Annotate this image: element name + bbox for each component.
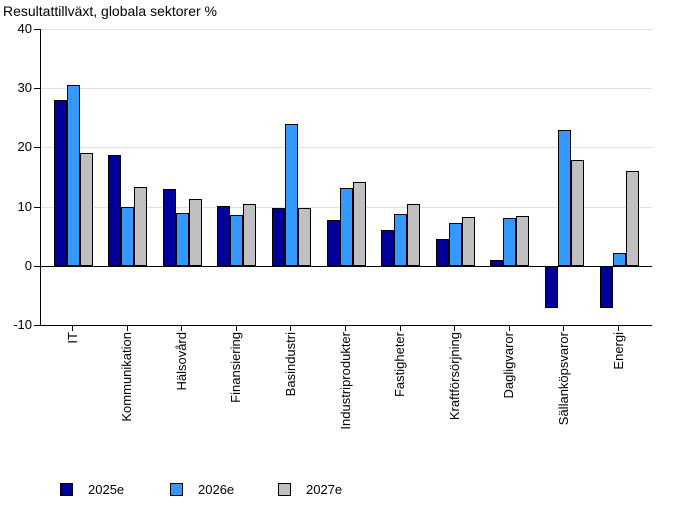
gridline-40 <box>41 29 652 30</box>
legend-label-2026e: 2026e <box>198 482 235 497</box>
legend-label-2027e: 2027e <box>306 482 343 497</box>
bar-2027e-Hälsovård <box>188 198 202 266</box>
y-tick-20 <box>34 147 40 149</box>
x-tick-Hälsovård <box>181 326 183 331</box>
legend-swatch-2026e <box>170 483 183 496</box>
bar-2026e-Basindustri <box>284 123 298 266</box>
x-tick-Kommunikation <box>126 326 128 331</box>
x-label-Dagligvaror: Dagligvaror <box>501 332 517 399</box>
bar-2026e-Industriprodukter <box>339 187 353 266</box>
legend-swatch-2027e <box>278 483 291 496</box>
bar-2025e-IT <box>53 100 67 266</box>
bar-2025e-Finansiering <box>217 206 231 266</box>
bar-2025e-Basindustri <box>271 208 285 266</box>
y-tick-label-40: 40 <box>17 21 32 36</box>
zero-line <box>41 265 652 267</box>
bar-2025e-Hälsovård <box>162 188 176 266</box>
x-tick-Fastigheter <box>399 326 401 331</box>
x-label-Basindustri: Basindustri <box>282 332 298 397</box>
x-label-Hälsovård: Hälsovård <box>173 332 189 391</box>
bar-2026e-Kommunikation <box>121 206 135 266</box>
bar-2026e-Dagligvaror <box>503 218 517 266</box>
bar-2027e-Industriprodukter <box>352 182 366 266</box>
x-tick-Industriprodukter <box>345 326 346 331</box>
chart-title: Resultattillväxt, globala sektorer % <box>3 3 217 19</box>
y-tick-label-0: 0 <box>24 257 32 273</box>
bar-2027e-Finansiering <box>243 203 257 266</box>
bar-2025e-Sällanköpsvaror <box>544 265 558 308</box>
y-tick-40 <box>34 29 40 30</box>
bar-2026e-Fastigheter <box>394 214 408 266</box>
bar-2026e-Kraftförsörjning <box>448 223 462 266</box>
x-label-Sällanköpsvaror: Sällanköpsvaror <box>555 332 571 426</box>
legend-swatch-2025e <box>60 483 73 496</box>
gridline-30 <box>41 88 652 90</box>
x-tick-Sällanköpsvaror <box>563 326 565 331</box>
y-tick-label-30: 30 <box>17 80 32 96</box>
y-tick-10 <box>34 206 40 208</box>
bar-2025e-Industriprodukter <box>326 219 340 266</box>
x-tick-Dagligvaror <box>508 326 510 331</box>
x-tick-IT <box>72 326 73 331</box>
bar-2027e-Basindustri <box>297 207 311 266</box>
bar-2027e-IT <box>79 153 93 266</box>
bar-2026e-Energi <box>612 252 626 266</box>
x-label-Kraftförsörjning: Kraftförsörjning <box>446 332 462 421</box>
x-label-Energi: Energi <box>610 332 626 370</box>
y-tick-label-20: 20 <box>17 139 32 155</box>
bar-2027e-Energi <box>625 171 639 266</box>
bar-2027e-Kommunikation <box>134 187 148 266</box>
bar-2025e-Dagligvaror <box>490 260 504 266</box>
plot-area <box>40 29 652 326</box>
x-label-Kommunikation: Kommunikation <box>119 332 135 422</box>
bar-2026e-IT <box>66 85 80 266</box>
y-tick--10 <box>34 325 40 326</box>
gridline-20 <box>41 147 652 149</box>
x-label-Industriprodukter: Industriprodukter <box>337 332 353 430</box>
legend-label-2025e: 2025e <box>88 482 125 497</box>
x-tick-Finansiering <box>235 326 237 331</box>
y-tick-label-10: 10 <box>17 198 32 214</box>
bar-2026e-Finansiering <box>230 214 244 266</box>
y-tick-30 <box>34 88 40 90</box>
bar-2026e-Hälsovård <box>175 212 189 266</box>
y-tick-label--10: -10 <box>13 317 32 332</box>
x-label-Fastigheter: Fastigheter <box>392 332 408 398</box>
bar-2027e-Dagligvaror <box>516 216 530 266</box>
x-label-IT: IT <box>64 332 80 344</box>
x-tick-Basindustri <box>290 326 292 331</box>
x-tick-Kraftförsörjning <box>454 326 456 331</box>
bar-2025e-Energi <box>599 265 613 309</box>
x-tick-Energi <box>618 326 619 331</box>
bar-2025e-Fastigheter <box>381 230 395 266</box>
x-label-Finansiering: Finansiering <box>228 332 244 403</box>
bar-2025e-Kommunikation <box>108 154 122 266</box>
bar-2026e-Sällanköpsvaror <box>557 129 571 266</box>
bar-2025e-Kraftförsörjning <box>435 239 449 266</box>
bar-2027e-Kraftförsörjning <box>461 217 475 266</box>
bar-2027e-Sällanköpsvaror <box>570 159 584 266</box>
bar-2027e-Fastigheter <box>407 204 421 266</box>
y-tick-0 <box>34 265 40 267</box>
